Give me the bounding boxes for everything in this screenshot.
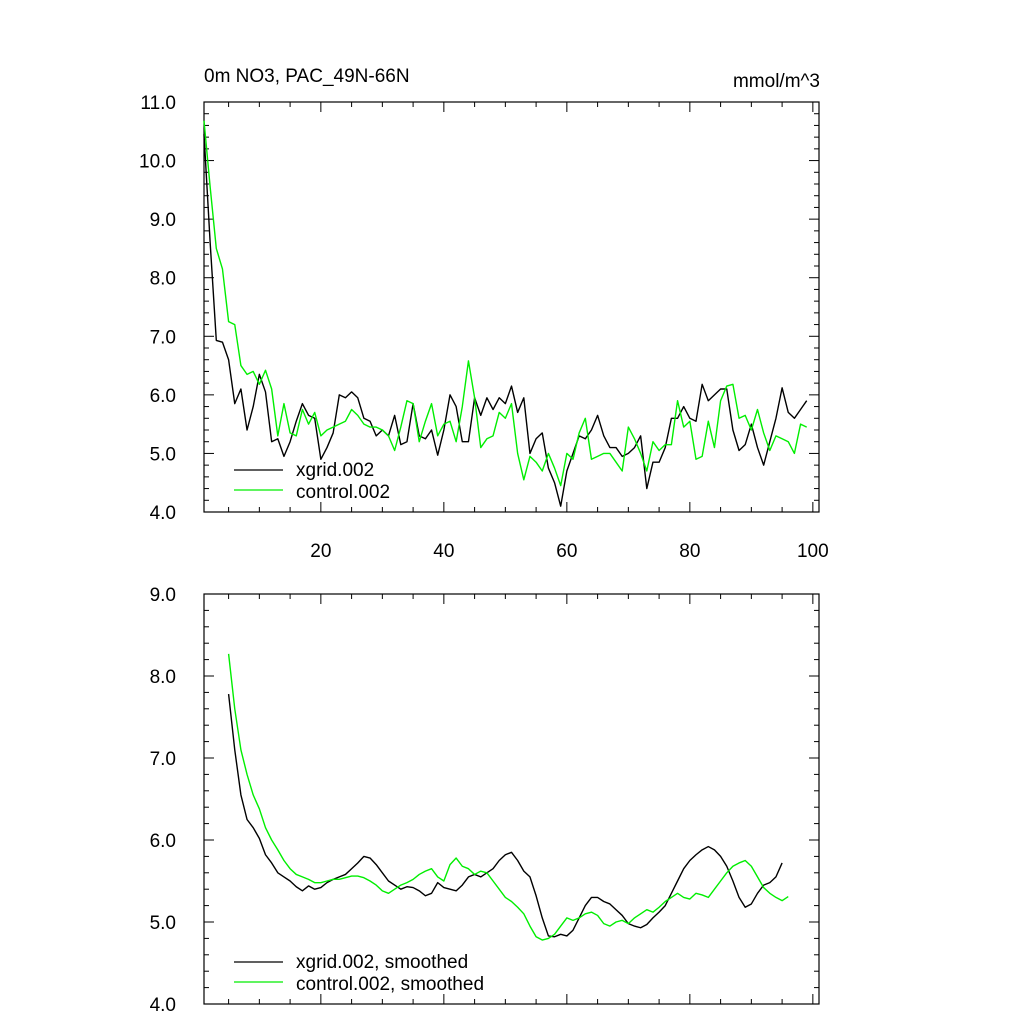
top-legend-label-control: control.002 <box>296 482 390 503</box>
bottom-series-group <box>227 653 789 941</box>
bottom-panel: 4.0 5.0 6.0 7.0 8.0 9.0 xgrid.002, smoothed c… <box>150 585 820 1016</box>
top-y-tick-label: 7.0 <box>150 327 176 348</box>
top-y-tick-label: 11.0 <box>140 93 176 114</box>
top-panel: 0m NO3, PAC_49N-66N mmol/m^3 4.0 5.0 6.0 7.… <box>139 66 829 562</box>
bottom-x-axis <box>228 594 814 1004</box>
top-x-tick-label: 60 <box>556 541 577 562</box>
top-y-tick-label: 8.0 <box>150 269 176 290</box>
top-y-tick-label: 4.0 <box>150 503 176 524</box>
bottom-series-line-xgrid <box>227 693 783 938</box>
bottom-y-axis: 4.0 5.0 6.0 7.0 8.0 9.0 <box>150 585 819 1016</box>
top-x-tick-label: 80 <box>679 541 700 562</box>
top-y-tick-label: 6.0 <box>150 386 176 407</box>
top-x-tick-label: 100 <box>797 541 829 562</box>
bottom-y-tick-label: 8.0 <box>150 667 176 688</box>
bottom-legend: xgrid.002, smoothed control.002, smoothe… <box>234 952 484 995</box>
top-y-axis: 4.0 5.0 6.0 7.0 8.0 9.0 10.0 11.0 <box>139 93 819 524</box>
top-legend-label-xgrid: xgrid.002 <box>296 460 374 481</box>
bottom-series-line-control <box>227 653 789 941</box>
bottom-y-tick-label: 7.0 <box>150 749 176 770</box>
top-y-tick-label: 5.0 <box>150 444 176 465</box>
top-series-line-control <box>203 120 808 487</box>
bottom-legend-label-xgrid: xgrid.002, smoothed <box>296 952 468 973</box>
top-x-axis: 20 40 60 80 100 <box>228 102 829 562</box>
bottom-plot-frame <box>203 593 820 1005</box>
top-x-tick-label: 40 <box>433 541 454 562</box>
top-plot-frame <box>203 101 820 513</box>
top-chart-title: 0m NO3, PAC_49N-66N <box>204 66 410 87</box>
bottom-y-tick-label: 9.0 <box>150 585 176 606</box>
bottom-legend-label-control: control.002, smoothed <box>296 974 484 995</box>
top-x-tick-label: 20 <box>310 541 331 562</box>
top-y-tick-label: 9.0 <box>150 210 176 231</box>
top-series-line-xgrid <box>203 134 808 507</box>
bottom-y-tick-label: 6.0 <box>150 831 176 852</box>
top-y-tick-label: 10.0 <box>139 152 176 173</box>
bottom-y-tick-label: 5.0 <box>150 913 176 934</box>
top-series-group <box>203 120 808 507</box>
top-legend: xgrid.002 control.002 <box>234 460 390 503</box>
top-chart-units: mmol/m^3 <box>733 71 820 92</box>
bottom-y-tick-label: 4.0 <box>150 995 176 1016</box>
